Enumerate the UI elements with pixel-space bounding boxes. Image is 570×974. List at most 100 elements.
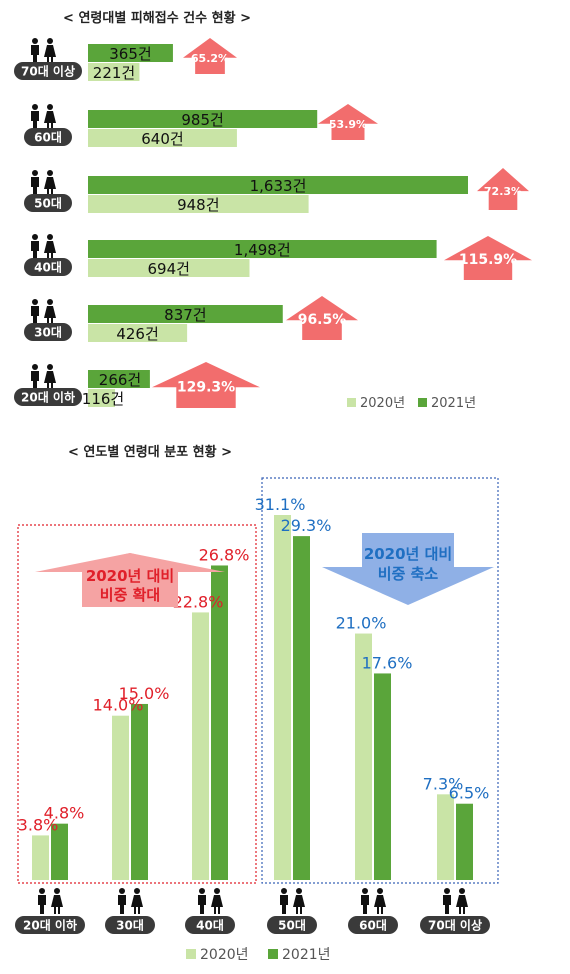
age2-5-label: 70대 이상	[428, 918, 482, 933]
bar-2020-label-5: 116건	[82, 390, 124, 408]
people-icon-4	[31, 299, 56, 325]
growth-arrow-0	[183, 38, 237, 74]
growth-label-0: 65.2%	[191, 52, 229, 65]
people2-icon-1	[118, 888, 143, 914]
age-4-badge	[24, 323, 72, 341]
age2-2-badge	[185, 916, 235, 934]
people2-icon-5	[443, 888, 468, 914]
bar-2021-1	[88, 110, 318, 128]
age2-1-label: 30대	[116, 919, 144, 933]
growth-arrow-2	[477, 168, 529, 210]
bar2-2021-2	[211, 565, 228, 880]
legend1-label-2021: 2021년	[431, 396, 476, 411]
bar2-2021-3	[293, 536, 310, 880]
legend1-swatch-2021	[418, 398, 427, 407]
age-0-label: 70대 이상	[21, 64, 75, 79]
age2-3-label: 50대	[278, 919, 306, 933]
bar-2021-label-2: 1,633건	[250, 177, 307, 195]
bar2-2020-label-4: 21.0%	[336, 614, 387, 633]
age-5-label: 20대 이하	[21, 390, 75, 405]
legend2-label-2021: 2021년	[282, 947, 331, 963]
age-4-label: 30대	[34, 326, 62, 340]
growth-arrow-1	[318, 104, 378, 140]
people2-icon-0	[38, 888, 63, 914]
bar-2020-label-1: 640건	[141, 130, 183, 148]
legend1-label-2020: 2020년	[360, 396, 405, 411]
age2-2-label: 40대	[196, 919, 224, 933]
age-1-label: 60대	[34, 131, 62, 145]
legend2-label-2020: 2020년	[200, 947, 249, 963]
bar2-2020-3	[274, 515, 291, 880]
bar2-2021-4	[374, 673, 391, 880]
bar-2021-5	[88, 370, 150, 388]
decrease-group-box	[261, 477, 499, 884]
growth-label-2: 72.3%	[484, 185, 522, 198]
legend2-swatch-2021	[268, 949, 278, 959]
people-icon-1	[31, 104, 56, 130]
age-3-label: 40대	[34, 261, 62, 275]
age-0-badge	[14, 62, 82, 80]
people-icon-0	[31, 38, 56, 64]
bar2-2021-label-5: 6.5%	[449, 784, 490, 803]
chart1-title: < 연령대별 피해접수 건수 현황 >	[63, 10, 251, 26]
people-icon-2	[31, 170, 56, 196]
bar2-2020-2	[192, 612, 209, 880]
decrease-note-line1: 2020년 대비	[364, 545, 452, 563]
age2-1-badge	[105, 916, 155, 934]
bar-2020-label-0: 221건	[93, 64, 135, 82]
growth-arrow-4	[286, 296, 358, 340]
bar2-2021-1	[131, 703, 148, 880]
bar-2021-0	[88, 44, 173, 62]
growth-label-3: 115.9%	[459, 252, 517, 268]
age2-4-label: 60대	[359, 919, 387, 933]
decrease-note-line2: 비중 축소	[378, 565, 439, 583]
age-2-badge	[24, 194, 72, 212]
people2-icon-4	[361, 888, 386, 914]
growth-label-1: 53.9%	[329, 118, 367, 131]
bar-2021-2	[88, 176, 468, 194]
increase-arrow-head	[35, 553, 225, 572]
bar-2021-label-3: 1,498건	[234, 241, 291, 259]
bar-2021-label-5: 266건	[99, 371, 141, 389]
growth-arrow-5	[152, 362, 260, 408]
growth-arrow-3	[444, 236, 532, 280]
age2-4-badge	[348, 916, 398, 934]
bar-2020-3	[88, 259, 250, 277]
age2-3-badge	[267, 916, 317, 934]
bar-2020-4	[88, 324, 188, 342]
bar2-2020-5	[437, 794, 454, 880]
increase-note-line2: 비중 확대	[100, 586, 160, 604]
bar2-2020-label-3: 31.1%	[255, 495, 306, 514]
age-1-badge	[24, 128, 72, 146]
bar-2020-label-3: 694건	[148, 260, 190, 278]
bar-2020-label-4: 426건	[116, 325, 158, 343]
legend2-swatch-2020	[186, 949, 196, 959]
chart2-vertical-bars: 3.8%4.8% 20대 이하 14.0%15.0% 30대 22.8% 26.8% 40대…	[15, 477, 499, 963]
bar2-2020-label-2: 22.8%	[173, 592, 224, 611]
bar2-2020-1	[112, 715, 129, 880]
bar-2020-0	[88, 63, 140, 81]
people2-icon-2	[198, 888, 223, 914]
bar2-2020-label-0: 3.8%	[18, 815, 59, 834]
bar2-2021-label-0: 4.8%	[44, 804, 85, 823]
bar-2021-label-4: 837건	[164, 306, 206, 324]
increase-note-line1: 2020년 대비	[86, 567, 174, 585]
age-2-label: 50대	[34, 197, 62, 211]
chart2-title: < 연도별 연령대 분포 현황 >	[68, 444, 232, 460]
age2-5-badge	[420, 916, 490, 934]
age2-0-label: 20대 이하	[23, 918, 77, 933]
bar-2021-4	[88, 305, 283, 323]
bar2-2020-label-1: 14.0%	[93, 696, 144, 715]
people2-icon-3	[280, 888, 305, 914]
growth-label-4: 96.5%	[298, 312, 347, 328]
bar-2021-label-0: 365건	[109, 45, 151, 63]
bar-2020-label-2: 948건	[177, 196, 219, 214]
people-icon-5	[31, 364, 56, 390]
growth-label-5: 129.3%	[177, 379, 235, 395]
decrease-arrow	[322, 533, 494, 605]
age2-0-badge	[15, 916, 85, 934]
increase-group-box	[17, 524, 257, 884]
bar2-2020-4	[355, 633, 372, 880]
